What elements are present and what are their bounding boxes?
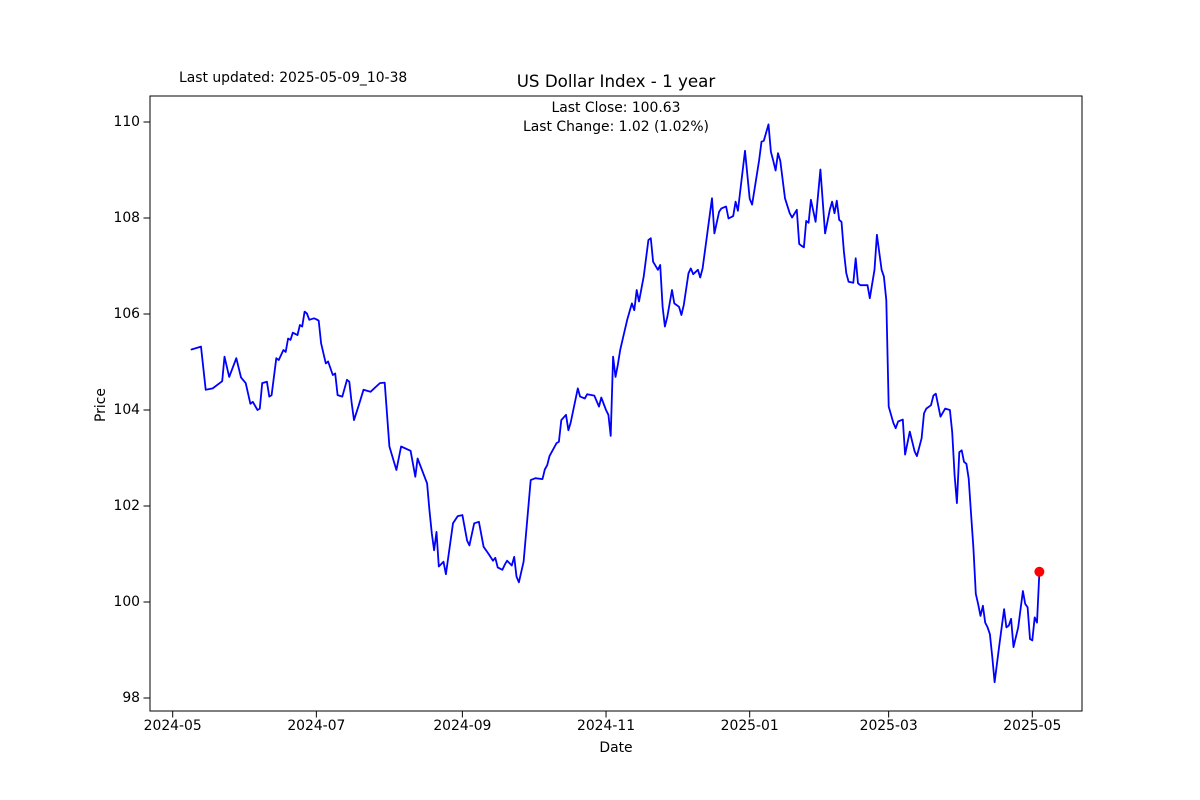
x-tick-label: 2025-05 <box>1003 718 1061 734</box>
x-tick-label: 2025-03 <box>860 718 918 734</box>
y-axis-label: Price <box>93 388 109 422</box>
y-tick-label: 98 <box>122 690 140 706</box>
x-tick-label: 2024-11 <box>577 718 635 734</box>
y-tick-label: 104 <box>113 402 140 418</box>
chart-title: US Dollar Index - 1 year <box>516 71 716 91</box>
x-tick-label: 2025-01 <box>721 718 779 734</box>
y-tick-label: 100 <box>113 594 140 610</box>
x-axis-label: Date <box>599 740 633 756</box>
axes-frame <box>149 95 1083 712</box>
x-tick-label: 2024-05 <box>144 718 202 734</box>
y-tick-label: 108 <box>113 210 140 226</box>
price-line <box>190 123 1041 684</box>
x-tick-label: 2024-09 <box>433 718 491 734</box>
y-tick-label: 106 <box>113 306 140 322</box>
x-tick-label: 2024-07 <box>287 718 345 734</box>
last-change-annotation: Last Change: 1.02 (1.02%) <box>523 119 709 135</box>
last-updated-annotation: Last updated: 2025-05-09_10-38 <box>179 70 408 86</box>
last-point-marker <box>1034 566 1045 577</box>
chart-subtitle: Last Close: 100.63 Last Change: 1.02 (1.… <box>150 99 1082 137</box>
y-tick-label: 110 <box>113 114 140 130</box>
last-close-annotation: Last Close: 100.63 <box>551 100 681 116</box>
y-tick-label: 102 <box>113 498 140 514</box>
